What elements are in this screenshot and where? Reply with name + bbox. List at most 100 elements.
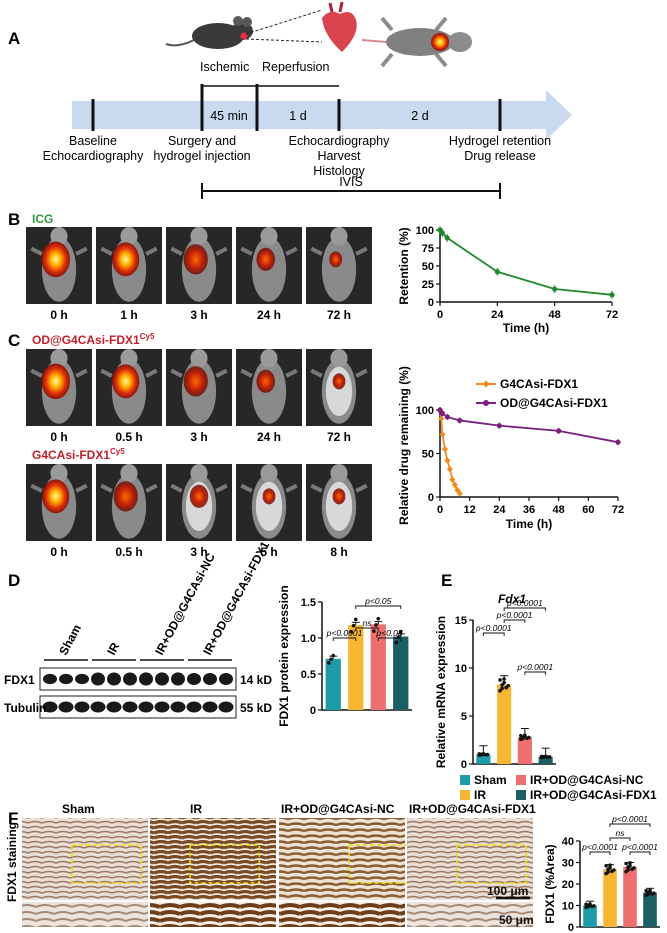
data-dot xyxy=(624,861,628,866)
significance-label: p<0.0001 xyxy=(516,662,553,672)
mouse-limbs xyxy=(170,246,228,256)
reperfusion-label: Reperfusion xyxy=(262,60,329,74)
significance-bracket xyxy=(589,851,611,855)
y-tick-label: 50 xyxy=(422,449,434,461)
histology-overview xyxy=(150,818,276,900)
legend-ir-nc: IR+OD@G4CAsi-NC xyxy=(530,773,644,787)
y-tick-label: 40 xyxy=(562,836,574,848)
histology-zoom xyxy=(407,902,533,927)
histology-zoom xyxy=(150,902,276,927)
legend-marker xyxy=(482,380,490,388)
y-tick-label: 0 xyxy=(310,705,316,717)
significance-label: p<0.0001 xyxy=(621,842,658,852)
x-tick-label: 48 xyxy=(549,309,561,321)
significance-label: p<0.0001 xyxy=(475,623,512,633)
scale-bar-50: 50 μm xyxy=(499,913,534,927)
hydrogel-retention-label: Hydrogel retention xyxy=(449,134,551,148)
mouse-limbs xyxy=(240,246,298,256)
x-tick-label: 24 xyxy=(491,309,504,321)
bar-ir-od-g4casi-fdx1 xyxy=(393,636,409,710)
mouse-limbs xyxy=(30,483,88,493)
fdx1-band xyxy=(43,673,57,685)
od-series-line xyxy=(439,409,619,444)
mouse-head xyxy=(330,349,348,368)
zoom-box xyxy=(189,844,261,884)
bar-ir-od-g4casi-fdx1 xyxy=(643,892,657,927)
icg-series-line xyxy=(439,229,613,296)
legend-swatch-sham xyxy=(460,775,470,785)
tubulin-band xyxy=(58,701,74,713)
histology-overview xyxy=(22,818,148,900)
g4-cy5-title-sup: Cy5 xyxy=(110,447,125,456)
panel-e-label: E xyxy=(441,571,452,590)
data-point xyxy=(441,446,449,453)
mouse-head xyxy=(190,349,208,368)
time-label: 72 h xyxy=(327,430,351,444)
data-dot xyxy=(498,678,502,682)
bar-ir-od-g4casi-nc xyxy=(370,624,386,710)
data-dot xyxy=(331,653,336,658)
y-tick-label: 0 xyxy=(428,297,434,309)
time-label: 5 h xyxy=(260,545,277,559)
panel-b-label: B xyxy=(8,210,20,229)
tubulin-band xyxy=(186,701,202,713)
baseline-echo-label: Echocardiography xyxy=(43,149,145,163)
group-title: IR+OD@G4CAsi-NC xyxy=(281,802,395,816)
fdx1-staining-label: FDX1 staining xyxy=(5,822,19,902)
y-tick-label: 0 xyxy=(461,759,467,771)
od-cy5-title-main: OD@G4CAsi-FDX1 xyxy=(32,333,140,347)
fluorescence-signal xyxy=(41,363,70,400)
y-axis-label: Relative mRNA expression xyxy=(434,616,448,768)
duration-45min: 45 min xyxy=(210,109,248,123)
data-dot xyxy=(632,866,636,870)
chart-title: Fdx1 xyxy=(498,592,526,606)
data-dot xyxy=(374,623,378,627)
x-tick-label: 0 xyxy=(437,504,443,516)
data-dot xyxy=(547,755,552,759)
significance-bracket xyxy=(524,671,547,675)
mouse-icon xyxy=(165,9,323,49)
mouse-head xyxy=(50,349,68,368)
group-title: Sham xyxy=(62,802,95,816)
tubulin-row-label: Tubulin xyxy=(4,701,46,715)
fluorescence-signal xyxy=(332,373,346,390)
mouse-limbs xyxy=(100,368,158,378)
data-dot xyxy=(628,861,632,865)
data-point xyxy=(494,269,500,275)
tubulin-band xyxy=(138,701,154,713)
significance-bracket xyxy=(355,627,379,631)
fdx1-band xyxy=(187,672,201,686)
drug-remaining-chart: 0 50 100 0 12 24 36 48 60 72 Time (h) Relative drug… xyxy=(397,366,624,531)
mouse-head xyxy=(120,349,138,368)
time-label: 1 h xyxy=(120,308,137,322)
injection-label: hydrogel injection xyxy=(153,149,250,163)
y-tick-label: 30 xyxy=(562,858,574,870)
data-point xyxy=(444,235,450,241)
data-point xyxy=(438,415,445,422)
y-tick-label: 0 xyxy=(428,492,434,504)
data-dot xyxy=(327,661,331,665)
y-tick-label: 15 xyxy=(455,615,467,627)
significance-label: p<0.0001 xyxy=(326,628,363,638)
panel-a-label: A xyxy=(8,29,20,48)
y-tick-label: 20 xyxy=(562,879,574,891)
mouse-imaging-icon xyxy=(361,16,472,68)
significance-bracket xyxy=(503,607,547,611)
fluorescence-signal xyxy=(41,241,70,278)
data-dot xyxy=(481,752,486,756)
fdx1-band xyxy=(59,673,73,685)
g4-image-row: 0 h 0.5 h 3 h 5 h 8 h xyxy=(26,464,372,559)
significance-bracket xyxy=(503,619,526,623)
significance-bracket xyxy=(355,605,402,609)
fdx1-band xyxy=(139,672,153,686)
tubulin-band xyxy=(74,701,90,713)
mouse-head xyxy=(50,464,68,483)
scale-bar-100: 100 μm xyxy=(487,884,528,898)
panel-b: B ICG 0 h 1 h 3 h 24 h 72 h 0 25 50 75 100 0 24 48 7… xyxy=(8,210,618,335)
data-dot xyxy=(648,890,652,894)
data-dot xyxy=(608,863,612,867)
fdx1-band xyxy=(75,673,89,685)
bar-ir xyxy=(497,684,512,764)
icg-image-row: 0 h 1 h 3 h 24 h 72 h xyxy=(26,227,372,322)
